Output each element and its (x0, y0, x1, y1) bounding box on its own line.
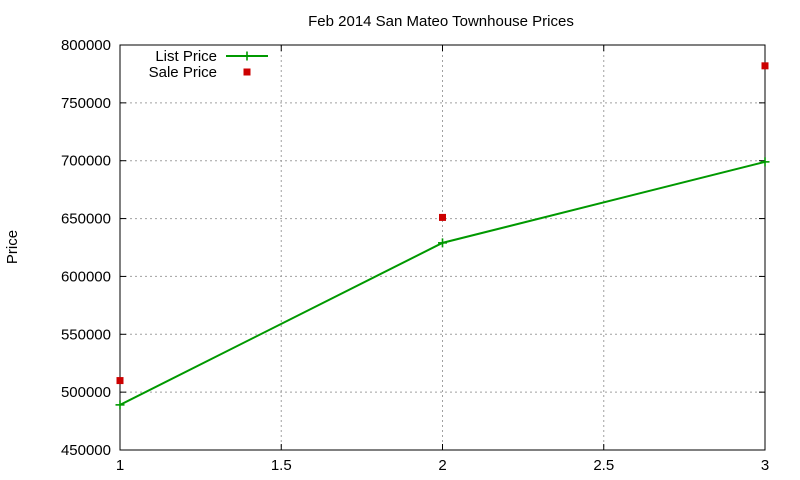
y-tick-label: 700000 (61, 153, 111, 170)
legend-marker-list-price (242, 51, 252, 61)
y-tick-label: 500000 (61, 384, 111, 401)
grid-lines (120, 45, 765, 450)
x-tick-label: 1.5 (271, 457, 292, 474)
plot-series (115, 62, 770, 410)
y-tick-label: 450000 (61, 442, 111, 459)
legend-label-list-price: List Price (155, 48, 217, 65)
y-tick-label: 650000 (61, 211, 111, 228)
x-tick-label: 2 (438, 457, 446, 474)
data-point-list-price (760, 157, 770, 167)
y-tick-label: 800000 (61, 37, 111, 54)
data-point-list-price (438, 238, 447, 248)
legend-square-mark (243, 68, 251, 76)
legend-label-sale-price: Sale Price (149, 64, 217, 81)
plot-frame (119, 44, 766, 451)
series-line-list-price (119, 160, 766, 406)
x-tick-label: 3 (761, 457, 769, 474)
y-tick-label: 550000 (61, 326, 111, 343)
y-axis-label: Price (4, 230, 21, 264)
chart-title: Feb 2014 San Mateo Townhouse Prices (308, 13, 574, 30)
data-point-sale-price (761, 62, 769, 70)
data-point-sale-price (116, 377, 124, 385)
data-point-list-price (115, 400, 125, 410)
x-tick-label: 2.5 (593, 457, 614, 474)
data-point-sale-price (439, 213, 446, 221)
axes: 450000 500000 550000 600000 650000 700000 7500… (61, 37, 769, 474)
legend-marker-sale-price (243, 68, 251, 76)
legend-plus-mark (242, 51, 252, 61)
y-tick-label: 750000 (61, 95, 111, 112)
x-tick-label: 1 (116, 457, 124, 474)
legend: List Price Sale Price (149, 48, 268, 81)
y-tick-label: 600000 (61, 268, 111, 285)
